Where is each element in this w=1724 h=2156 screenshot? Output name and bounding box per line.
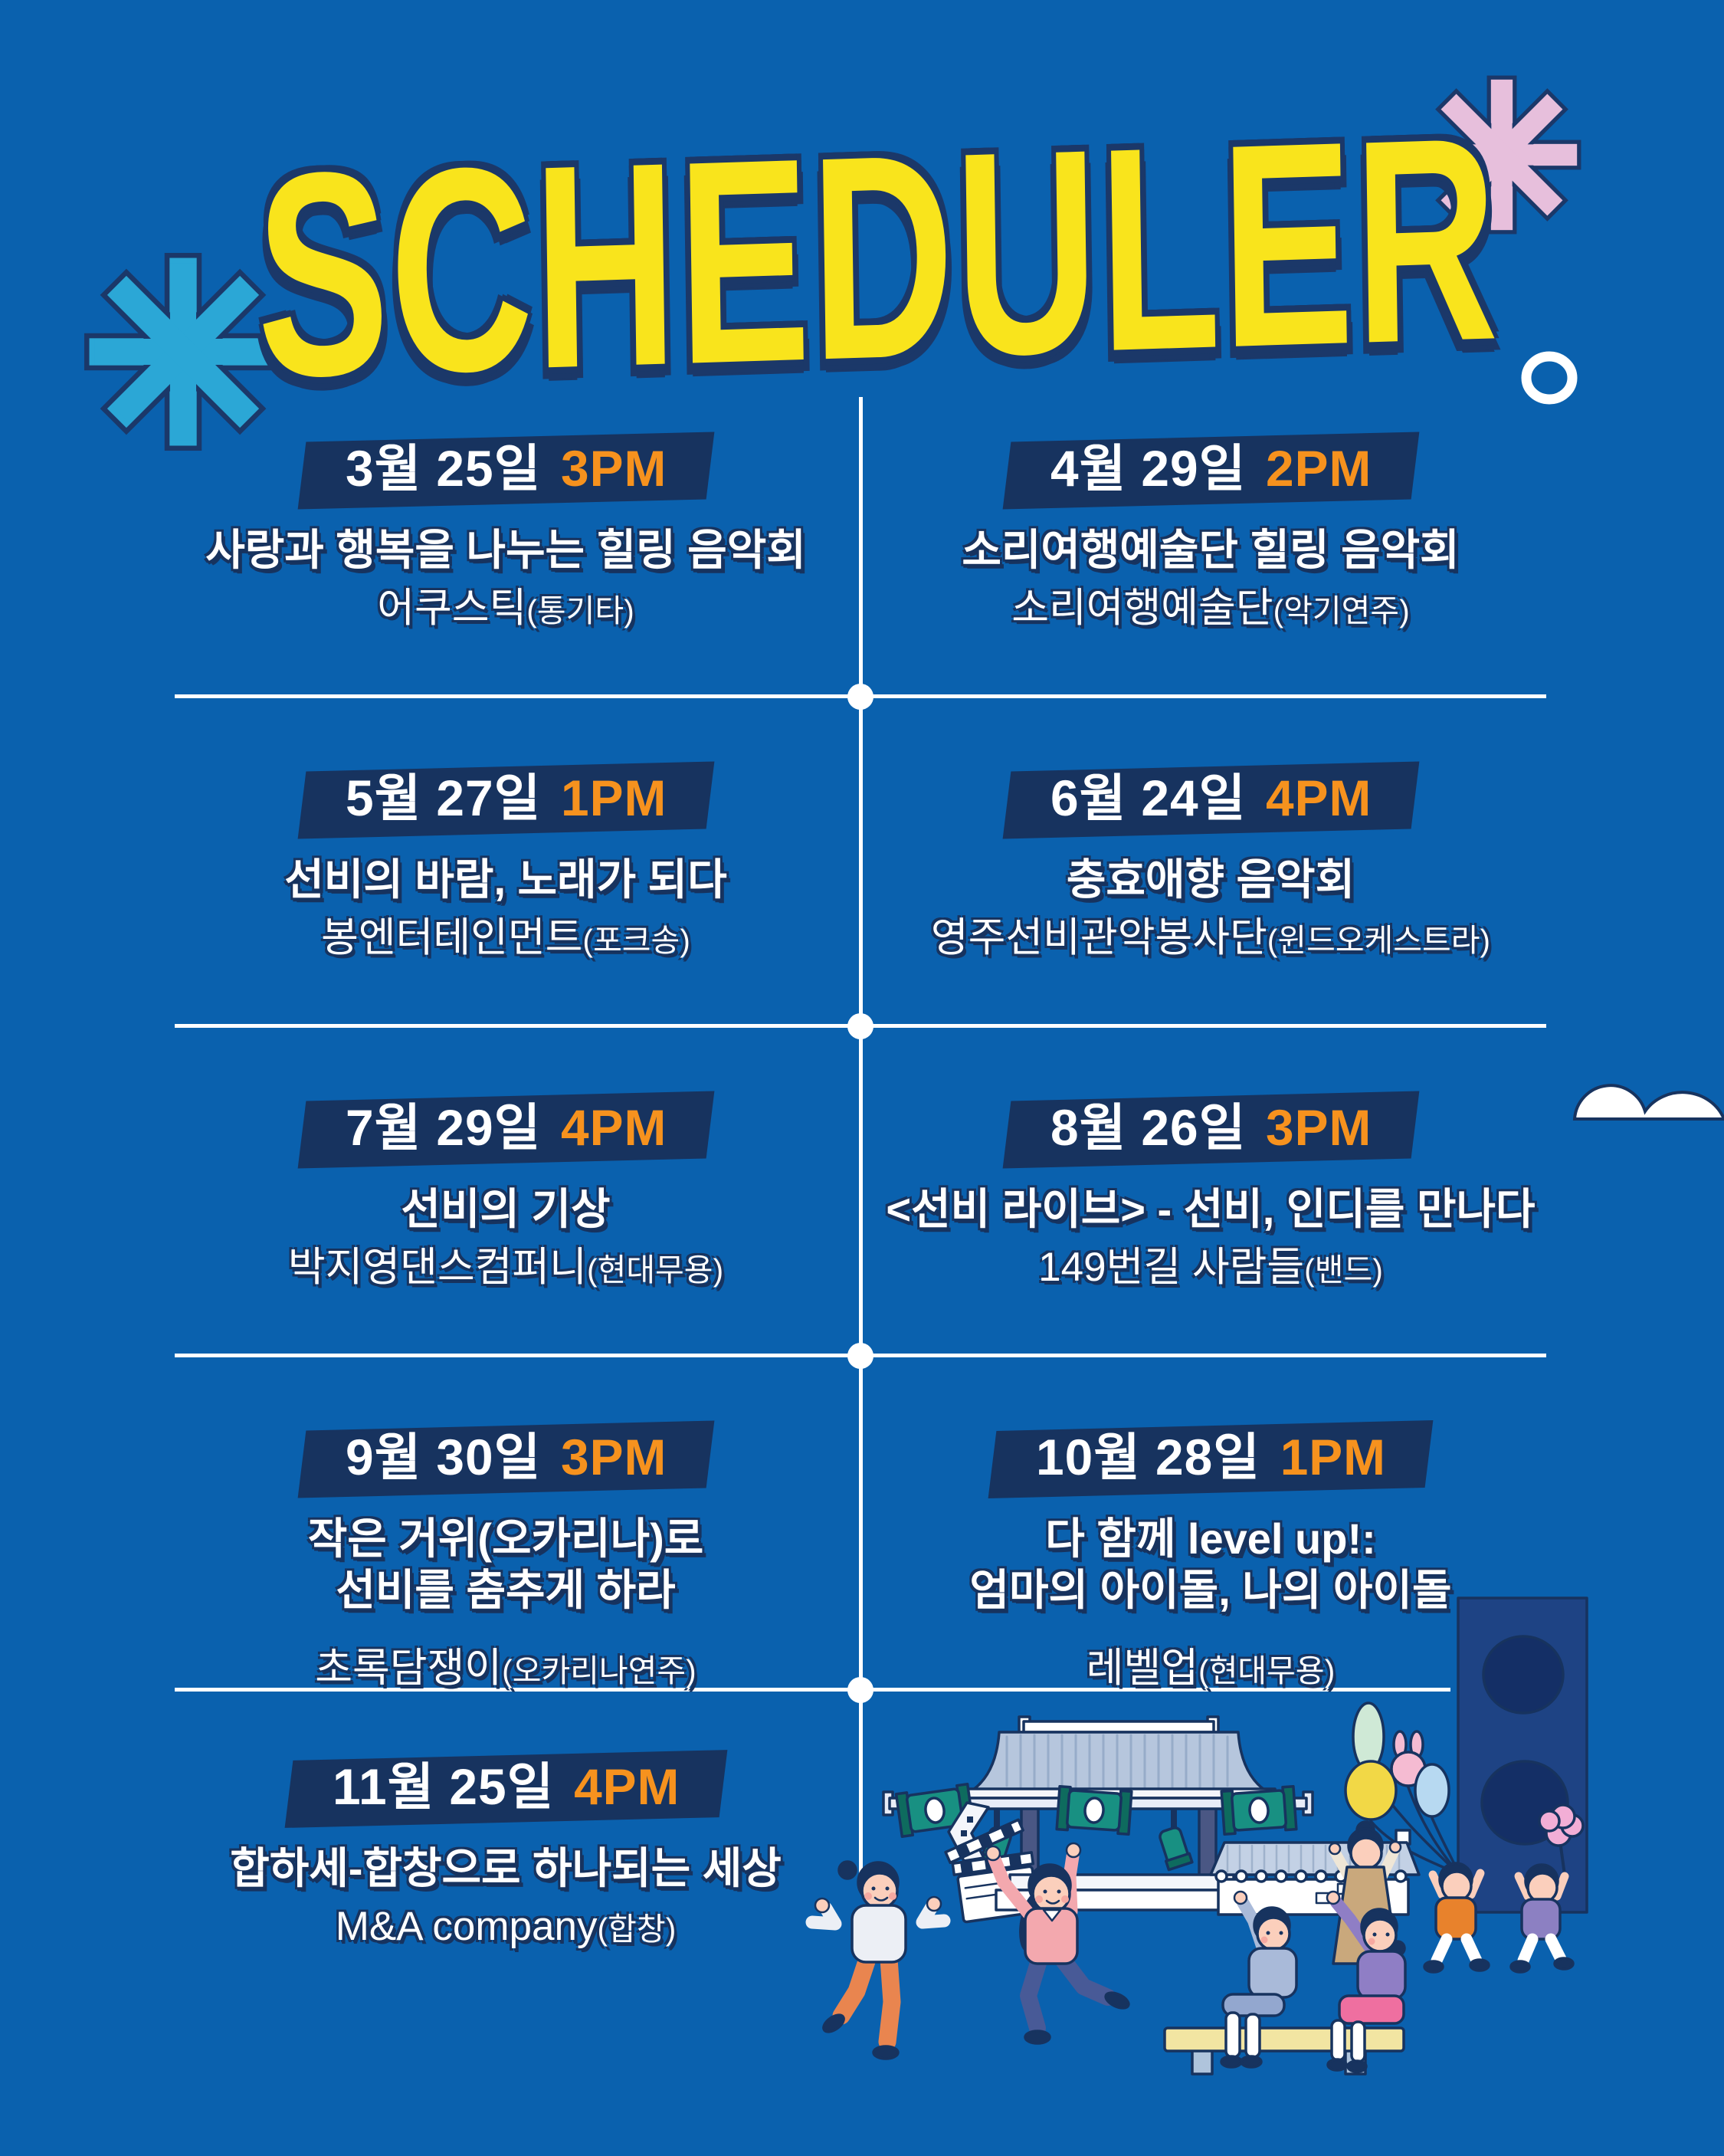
event-date: 3월 25일 xyxy=(345,440,541,497)
event-cell-april: 4월 29일 2PM 소리여행예술단 힐링 음악회 소리여행예술단(악기연주) xyxy=(866,432,1555,632)
event-date-badge: 4월 29일 2PM xyxy=(1002,432,1419,510)
event-time: 3PM xyxy=(560,1429,667,1485)
event-time: 3PM xyxy=(1265,1099,1372,1156)
event-time: 4PM xyxy=(560,1099,667,1156)
poster-title: SCHEDULER xyxy=(254,75,1501,438)
event-date: 4월 29일 xyxy=(1050,440,1246,497)
grid-divider-4 xyxy=(175,1688,1450,1692)
event-title: 합하세-합창으로 하나되는 세상 xyxy=(230,1844,782,1892)
event-date-badge: 11월 25일 4PM xyxy=(284,1750,727,1828)
stage-lights xyxy=(882,1782,1314,1872)
cloud-icon xyxy=(1572,1084,1724,1121)
event-date-badge: 6월 24일 4PM xyxy=(1002,761,1419,839)
festival-illustration xyxy=(805,1596,1588,2076)
asterisk-pink-icon xyxy=(1422,75,1581,235)
event-title: 다 함께 level up!: 엄마의 아이돌, 나의 아이돌 xyxy=(969,1514,1452,1615)
event-date: 5월 27일 xyxy=(345,770,541,826)
event-date: 7월 29일 xyxy=(345,1099,541,1156)
event-date-badge: 5월 27일 1PM xyxy=(297,761,714,839)
event-time: 4PM xyxy=(573,1758,680,1815)
person-dancer-ponytail xyxy=(805,1860,951,2060)
event-date: 6월 24일 xyxy=(1050,770,1246,826)
event-date: 9월 30일 xyxy=(345,1429,541,1485)
event-title: 선비의 바람, 노래가 되다 xyxy=(284,855,727,904)
event-cell-march: 3월 25일 3PM 사랑과 행복을 나누는 힐링 음악회 어쿠스틱(통기타) xyxy=(153,432,858,632)
event-performer: 레벨업(현대무용) xyxy=(1086,1646,1336,1692)
person-seated-woman xyxy=(1326,1890,1407,2025)
event-date: 10월 28일 xyxy=(1035,1429,1260,1485)
event-genre: (오카리나연주) xyxy=(502,1653,696,1689)
event-performer: 봉엔터테인먼트(포크송) xyxy=(321,915,690,961)
event-cell-august: 8월 26일 3PM <선비 라이브> - 선비, 인디를 만나다 149번길 사… xyxy=(866,1091,1555,1291)
event-genre: (현대무용) xyxy=(1198,1653,1336,1689)
event-title: <선비 라이브> - 선비, 인디를 만나다 xyxy=(886,1185,1536,1233)
event-genre: (윈드오케스트라) xyxy=(1267,923,1491,959)
event-genre: (악기연주) xyxy=(1273,593,1410,629)
event-performer: 소리여행예술단(악기연주) xyxy=(1011,586,1410,632)
event-date-badge: 9월 30일 3PM xyxy=(297,1420,714,1498)
person-seated-man xyxy=(1221,1890,1298,2017)
event-performer: 영주선비관악봉사단(윈드오케스트라) xyxy=(930,915,1491,961)
event-date-badge: 8월 26일 3PM xyxy=(1002,1091,1419,1169)
event-time: 1PM xyxy=(1280,1429,1386,1485)
event-performer: 초록담쟁이(오카리나연주) xyxy=(315,1646,696,1692)
bench xyxy=(1163,2026,1405,2076)
event-genre: (밴드) xyxy=(1304,1252,1383,1288)
event-date: 11월 25일 xyxy=(332,1758,554,1815)
event-title: 작은 거위(오카리나)로 선비를 춤추게 하라 xyxy=(307,1514,704,1615)
event-time: 3PM xyxy=(560,440,667,497)
event-date-badge: 7월 29일 4PM xyxy=(297,1091,714,1169)
grid-node-dot xyxy=(847,1343,873,1369)
balloons-icon xyxy=(1344,1702,1459,1873)
event-cell-may: 5월 27일 1PM 선비의 바람, 노래가 되다 봉엔터테인먼트(포크송) xyxy=(153,761,858,961)
hanok-stage xyxy=(961,1715,1277,1881)
event-genre: (포크송) xyxy=(582,923,690,959)
event-performer: 박지영댄스컴퍼니(현대무용) xyxy=(287,1245,724,1291)
event-performer: 149번길 사람들(밴드) xyxy=(1038,1245,1383,1291)
event-time: 1PM xyxy=(560,770,667,826)
event-cell-june: 6월 24일 4PM 충효애향 음악회 영주선비관악봉사단(윈드오케스트라) xyxy=(866,761,1555,961)
event-performer: 어쿠스틱(통기타) xyxy=(377,586,634,632)
asterisk-teal-icon xyxy=(84,252,283,451)
event-date-badge: 10월 28일 1PM xyxy=(988,1420,1434,1498)
person-dancer-jumping xyxy=(985,1842,1130,2045)
event-date-badge: 3월 25일 3PM xyxy=(297,432,714,510)
event-cell-october: 10월 28일 1PM 다 함께 level up!: 엄마의 아이돌, 나의 아이… xyxy=(866,1420,1555,1692)
person-balloon-seller xyxy=(1328,1820,1402,1965)
grid-node-dot xyxy=(847,1677,873,1703)
event-title: 사랑과 행복을 나누는 힐링 음악회 xyxy=(205,526,806,574)
event-cell-july: 7월 29일 4PM 선비의 기상 박지영댄스컴퍼니(현대무용) xyxy=(153,1091,858,1291)
poster-header: SCHEDULER xyxy=(0,75,1724,438)
grid-node-dot xyxy=(847,1013,873,1039)
person-kid-orange xyxy=(1423,1862,1490,1974)
event-performer: M&A company(합창) xyxy=(335,1904,677,1950)
event-cell-september: 9월 30일 3PM 작은 거위(오카리나)로 선비를 춤추게 하라 초록담쟁이(오… xyxy=(153,1420,858,1692)
grid-vertical-divider xyxy=(859,397,863,1880)
event-date: 8월 26일 xyxy=(1050,1099,1246,1156)
speaker-icon xyxy=(1457,1596,1588,1914)
event-genre: (통기타) xyxy=(526,593,634,629)
event-time: 2PM xyxy=(1265,440,1372,497)
event-genre: (현대무용) xyxy=(586,1252,724,1288)
event-time: 4PM xyxy=(1265,770,1372,826)
person-kid-purple xyxy=(1509,1803,1585,1974)
event-title: 충효애향 음악회 xyxy=(1066,855,1355,904)
event-genre: (합창) xyxy=(597,1912,677,1948)
event-title: 선비의 기상 xyxy=(401,1185,611,1233)
event-title: 소리여행예술단 힐링 음악회 xyxy=(962,526,1460,574)
event-cell-november: 11월 25일 4PM 합하세-합창으로 하나되는 세상 M&A company(… xyxy=(153,1750,858,1950)
ring-o-icon xyxy=(1521,351,1578,405)
seated-legs xyxy=(1220,2011,1368,2073)
grid-node-dot xyxy=(847,684,873,710)
